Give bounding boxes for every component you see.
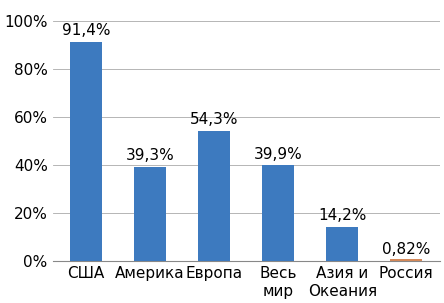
Text: 39,9%: 39,9% — [254, 147, 302, 161]
Text: 39,3%: 39,3% — [126, 148, 174, 163]
Bar — [262, 165, 294, 261]
Text: 54,3%: 54,3% — [190, 112, 238, 127]
Bar — [326, 227, 358, 261]
Text: 0,82%: 0,82% — [382, 242, 430, 257]
Text: 91,4%: 91,4% — [62, 23, 111, 38]
Bar — [70, 42, 102, 261]
Bar — [390, 259, 422, 261]
Bar — [134, 167, 166, 261]
Text: 14,2%: 14,2% — [318, 208, 366, 223]
Bar — [198, 131, 230, 261]
